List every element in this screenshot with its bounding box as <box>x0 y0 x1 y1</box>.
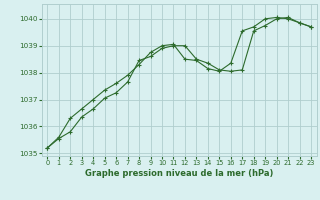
X-axis label: Graphe pression niveau de la mer (hPa): Graphe pression niveau de la mer (hPa) <box>85 169 273 178</box>
